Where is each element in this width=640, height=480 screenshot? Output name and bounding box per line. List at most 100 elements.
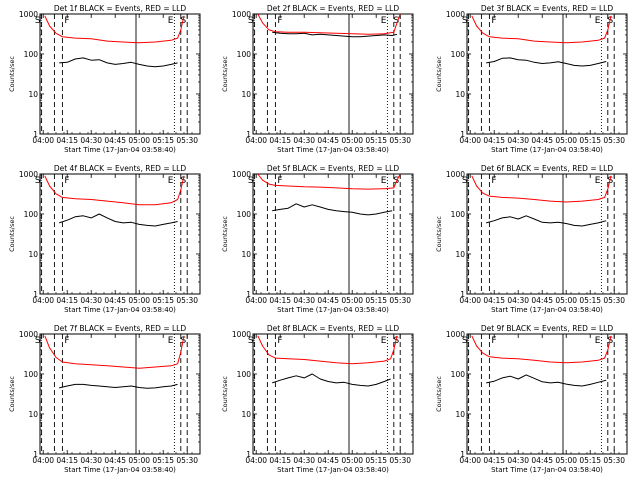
x-tick-label: 04:30	[293, 136, 315, 145]
y-tick-label: 1000	[232, 170, 251, 179]
marker-label-F: F	[64, 16, 69, 26]
x-tick-label: 05:30	[603, 296, 625, 305]
y-tick-label: 10	[28, 410, 38, 419]
x-tick-label: 04:00	[459, 456, 481, 465]
x-tick-label: 05:30	[176, 456, 198, 465]
marker-label-S: S	[462, 336, 468, 346]
y-axis-label: Counts/sec	[221, 216, 229, 252]
x-tick-label: 05:30	[389, 136, 411, 145]
marker-label-E: E	[595, 16, 601, 26]
x-tick-label: 04:30	[293, 296, 315, 305]
x-tick-label: 04:45	[104, 296, 126, 305]
marker-label-S: S	[180, 16, 186, 26]
x-tick-label: 04:15	[56, 296, 78, 305]
panel-title: Det 9f BLACK = Events, RED = LLD	[481, 324, 614, 333]
marker-label-F: F	[491, 176, 496, 186]
series-events	[272, 373, 391, 387]
x-tick-label: 05:00	[341, 456, 363, 465]
x-axis-label: Start Time (17-Jan-04 03:58:40)	[277, 466, 389, 474]
x-tick-label: 05:00	[341, 296, 363, 305]
x-axis-label: Start Time (17-Jan-04 03:58:40)	[277, 146, 389, 154]
series-events	[486, 57, 607, 67]
x-tick-label: 04:45	[531, 296, 553, 305]
plot-frame	[39, 173, 201, 295]
x-tick-label: 04:00	[245, 136, 267, 145]
marker-label-S: S	[393, 336, 399, 346]
marker-label-E: E	[168, 176, 174, 186]
x-axis-label: Start Time (17-Jan-04 03:58:40)	[64, 306, 176, 314]
series-events	[59, 383, 178, 389]
y-tick-label: 1000	[446, 10, 465, 19]
x-tick-label: 05:15	[365, 456, 387, 465]
marker-label-E: E	[381, 336, 387, 346]
y-tick-label: 10	[455, 410, 465, 419]
panel-title: Det 5f BLACK = Events, RED = LLD	[267, 164, 400, 173]
series-lld	[44, 335, 185, 369]
x-tick-label: 04:45	[104, 456, 126, 465]
panel-title: Det 6f BLACK = Events, RED = LLD	[481, 164, 614, 173]
y-tick-label: 10	[455, 250, 465, 259]
series-events	[59, 57, 178, 68]
panel-title: Det 8f BLACK = Events, RED = LLD	[267, 324, 400, 333]
y-axis-label: Counts/sec	[435, 216, 443, 252]
y-tick-label: 1	[246, 290, 251, 299]
marker-label-S: S	[248, 336, 254, 346]
marker-label-E: E	[168, 16, 174, 26]
x-tick-label: 04:15	[483, 456, 505, 465]
panel-9: Det 9f BLACK = Events, RED = LLD 1 10 100 10…	[435, 324, 628, 474]
y-tick-label: 100	[451, 210, 466, 219]
x-tick-label: 05:00	[555, 296, 577, 305]
y-tick-label: 10	[455, 90, 465, 99]
x-tick-label: 04:45	[104, 136, 126, 145]
x-tick-label: 04:15	[483, 296, 505, 305]
series-lld	[471, 15, 612, 44]
y-tick-label: 1	[246, 130, 251, 139]
y-tick-label: 10	[28, 90, 38, 99]
x-tick-label: 04:15	[269, 136, 291, 145]
panel-title: Det 3f BLACK = Events, RED = LLD	[481, 4, 614, 13]
x-tick-label: 04:00	[32, 456, 54, 465]
x-axis-label: Start Time (17-Jan-04 03:58:40)	[491, 306, 603, 314]
y-tick-label: 100	[237, 50, 252, 59]
x-tick-label: 05:00	[341, 136, 363, 145]
x-tick-label: 05:30	[176, 136, 198, 145]
panel-7: Det 7f BLACK = Events, RED = LLD 1 10 100 10…	[8, 324, 201, 474]
x-tick-label: 04:30	[507, 296, 529, 305]
y-tick-label: 1000	[19, 10, 38, 19]
panel-title: Det 1f BLACK = Events, RED = LLD	[54, 4, 187, 13]
x-tick-label: 04:00	[245, 296, 267, 305]
y-axis-label: Counts/sec	[8, 376, 16, 412]
plot-frame	[466, 173, 628, 295]
x-tick-label: 04:15	[56, 456, 78, 465]
x-tick-label: 04:45	[531, 136, 553, 145]
panel-title: Det 7f BLACK = Events, RED = LLD	[54, 324, 187, 333]
y-tick-label: 1	[460, 290, 465, 299]
x-tick-label: 04:45	[317, 296, 339, 305]
series-events	[486, 374, 607, 387]
y-tick-label: 100	[24, 210, 39, 219]
x-tick-label: 05:30	[389, 456, 411, 465]
x-tick-label: 04:00	[245, 456, 267, 465]
panel-title: Det 4f BLACK = Events, RED = LLD	[54, 164, 187, 173]
y-tick-label: 10	[28, 250, 38, 259]
plot-frame	[252, 333, 414, 455]
series-lld	[44, 15, 185, 44]
x-tick-label: 04:00	[32, 296, 54, 305]
plot-frame	[466, 13, 628, 135]
x-tick-label: 05:30	[176, 296, 198, 305]
marker-label-E: E	[595, 336, 601, 346]
marker-label-S: S	[35, 336, 41, 346]
x-tick-label: 04:15	[483, 136, 505, 145]
x-tick-label: 05:00	[555, 456, 577, 465]
x-tick-label: 05:15	[365, 296, 387, 305]
marker-label-F: F	[64, 176, 69, 186]
x-axis-label: Start Time (17-Jan-04 03:58:40)	[64, 466, 176, 474]
x-tick-label: 04:15	[56, 136, 78, 145]
x-axis-label: Start Time (17-Jan-04 03:58:40)	[277, 306, 389, 314]
marker-label-S: S	[35, 16, 41, 26]
x-tick-label: 05:15	[579, 136, 601, 145]
y-tick-label: 1000	[19, 170, 38, 179]
marker-label-E: E	[381, 176, 387, 186]
y-tick-label: 10	[241, 250, 251, 259]
